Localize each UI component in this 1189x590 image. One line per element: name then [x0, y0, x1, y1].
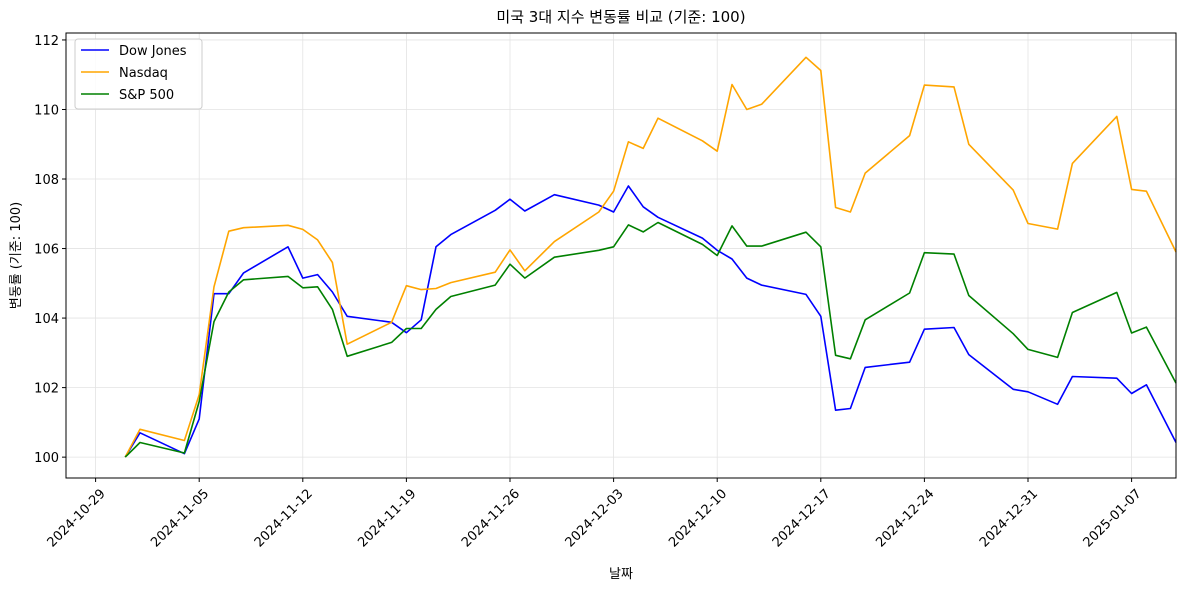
series-line-dow-jones: [124, 185, 1177, 458]
y-tick-label: 106: [34, 243, 59, 258]
x-axis-title: 날짜: [609, 567, 633, 582]
y-tick-label: 102: [34, 382, 59, 397]
y-axis-title: 변동률 (기준: 100): [9, 202, 24, 309]
y-tick-label: 112: [34, 34, 59, 49]
legend-box: [74, 38, 203, 110]
series-line-s-p-500: [124, 221, 1177, 458]
series-layer: [124, 56, 1177, 458]
legend-label: S&P 500: [119, 88, 174, 103]
y-tick-label: 104: [34, 312, 59, 327]
chart-title: 미국 3대 지수 변동률 비교 (기준: 100): [496, 8, 745, 26]
series-line-nasdaq: [124, 56, 1177, 458]
y-tick-label: 108: [34, 173, 59, 188]
y-tick-label: 110: [34, 103, 59, 118]
y-axis: 100 102 104 106 108 110 112: [34, 34, 66, 466]
y-tick-label: 100: [34, 451, 59, 466]
legend-label: Dow Jones: [119, 44, 187, 59]
legend: Dow Jones Nasdaq S&P 500: [74, 38, 203, 110]
plot-frame: [65, 32, 1177, 479]
legend-label: Nasdaq: [119, 66, 168, 81]
